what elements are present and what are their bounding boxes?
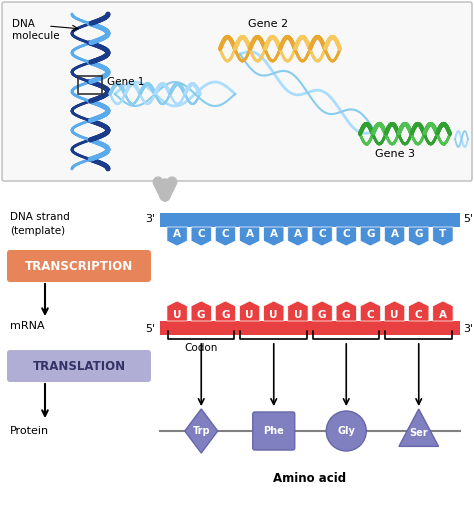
Polygon shape bbox=[264, 301, 284, 321]
Text: A: A bbox=[173, 229, 181, 239]
Text: G: G bbox=[366, 229, 374, 239]
Text: C: C bbox=[366, 310, 374, 320]
Text: U: U bbox=[294, 310, 302, 320]
Text: 5': 5' bbox=[463, 214, 473, 224]
Polygon shape bbox=[384, 227, 405, 246]
Text: G: G bbox=[342, 310, 350, 320]
Text: Ser: Ser bbox=[410, 428, 428, 438]
Text: C: C bbox=[342, 229, 350, 239]
Text: A: A bbox=[246, 229, 254, 239]
Text: DNA
molecule: DNA molecule bbox=[12, 19, 60, 41]
Circle shape bbox=[326, 411, 366, 451]
Text: Gene 1: Gene 1 bbox=[107, 77, 145, 87]
Polygon shape bbox=[433, 301, 453, 321]
Text: 3': 3' bbox=[145, 214, 155, 224]
Polygon shape bbox=[336, 227, 356, 246]
Text: G: G bbox=[318, 310, 326, 320]
Polygon shape bbox=[409, 227, 429, 246]
Text: T: T bbox=[439, 229, 447, 239]
Polygon shape bbox=[185, 409, 218, 453]
Text: G: G bbox=[221, 310, 230, 320]
Text: A: A bbox=[439, 310, 447, 320]
Polygon shape bbox=[312, 227, 332, 246]
Polygon shape bbox=[360, 301, 381, 321]
Text: A: A bbox=[391, 229, 399, 239]
Text: Gene 2: Gene 2 bbox=[248, 19, 288, 29]
Text: mRNA: mRNA bbox=[10, 321, 45, 331]
Text: Gene 3: Gene 3 bbox=[375, 149, 415, 159]
Text: C: C bbox=[198, 229, 205, 239]
FancyBboxPatch shape bbox=[2, 2, 472, 181]
Polygon shape bbox=[312, 301, 332, 321]
Text: C: C bbox=[415, 310, 422, 320]
Polygon shape bbox=[167, 227, 187, 246]
Text: G: G bbox=[414, 229, 423, 239]
Polygon shape bbox=[433, 227, 453, 246]
Text: U: U bbox=[246, 310, 254, 320]
FancyBboxPatch shape bbox=[7, 350, 151, 382]
Polygon shape bbox=[191, 301, 211, 321]
Polygon shape bbox=[399, 409, 438, 446]
Text: Trp: Trp bbox=[192, 426, 210, 436]
Text: Phe: Phe bbox=[264, 426, 284, 436]
Text: G: G bbox=[197, 310, 206, 320]
Polygon shape bbox=[360, 227, 381, 246]
Text: U: U bbox=[390, 310, 399, 320]
Text: A: A bbox=[294, 229, 302, 239]
Polygon shape bbox=[215, 301, 236, 321]
Polygon shape bbox=[239, 301, 260, 321]
Polygon shape bbox=[409, 301, 429, 321]
Text: C: C bbox=[318, 229, 326, 239]
Text: Protein: Protein bbox=[10, 426, 49, 436]
Text: Codon: Codon bbox=[184, 343, 218, 353]
Polygon shape bbox=[215, 227, 236, 246]
Polygon shape bbox=[239, 227, 260, 246]
Bar bbox=[160, 213, 460, 227]
Text: A: A bbox=[270, 229, 278, 239]
Polygon shape bbox=[167, 301, 187, 321]
Text: TRANSLATION: TRANSLATION bbox=[32, 359, 126, 373]
Bar bbox=[78, 76, 102, 94]
Polygon shape bbox=[288, 301, 308, 321]
Polygon shape bbox=[264, 227, 284, 246]
Text: U: U bbox=[270, 310, 278, 320]
Text: 5': 5' bbox=[145, 324, 155, 334]
Text: C: C bbox=[222, 229, 229, 239]
Polygon shape bbox=[288, 227, 308, 246]
FancyBboxPatch shape bbox=[253, 412, 295, 450]
Polygon shape bbox=[384, 301, 405, 321]
Polygon shape bbox=[336, 301, 356, 321]
Text: Amino acid: Amino acid bbox=[273, 472, 346, 486]
Polygon shape bbox=[191, 227, 211, 246]
Text: Gly: Gly bbox=[337, 426, 355, 436]
Text: 3': 3' bbox=[463, 324, 473, 334]
Text: TRANSCRIPTION: TRANSCRIPTION bbox=[25, 260, 133, 272]
Text: DNA strand
(template): DNA strand (template) bbox=[10, 212, 70, 236]
FancyBboxPatch shape bbox=[7, 250, 151, 282]
Bar bbox=[160, 321, 460, 335]
Text: U: U bbox=[173, 310, 182, 320]
